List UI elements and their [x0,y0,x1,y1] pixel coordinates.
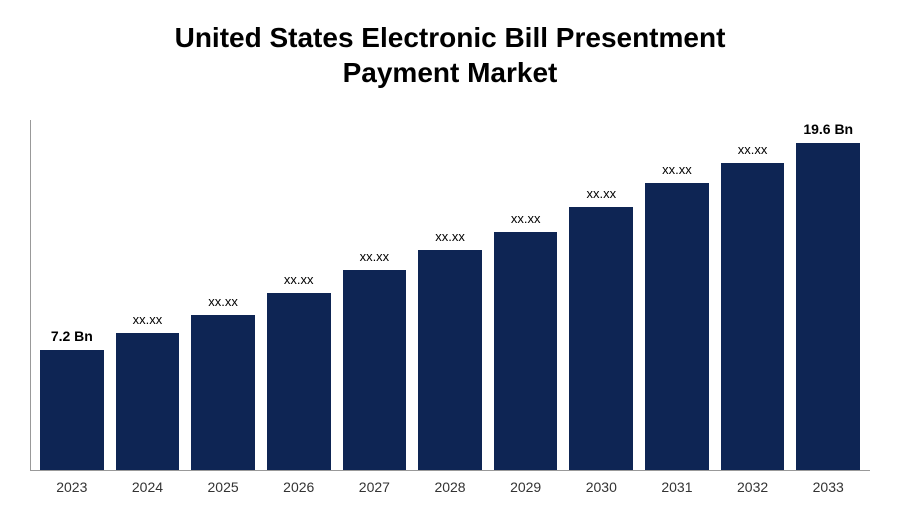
bar [418,250,482,470]
x-axis-label: 2031 [645,479,709,495]
bar-column: xx.xx [267,120,331,470]
bar-data-label: 7.2 Bn [51,328,93,344]
bar [796,143,860,470]
x-axis-label: 2026 [267,479,331,495]
x-axis-label: 2027 [343,479,407,495]
bar [191,315,255,470]
bar-data-label: xx.xx [435,229,465,244]
x-axis-label: 2025 [191,479,255,495]
bar-data-label: xx.xx [208,294,238,309]
x-axis-label: 2029 [494,479,558,495]
bar-column: xx.xx [116,120,180,470]
title-line-2: Payment Market [343,57,558,88]
bar-data-label: xx.xx [662,162,692,177]
bar-data-label: xx.xx [738,142,768,157]
bar-column: xx.xx [418,120,482,470]
y-axis [30,120,31,470]
bar [343,270,407,470]
bar-data-label: xx.xx [511,211,541,226]
bar-column: 7.2 Bn [40,120,104,470]
bar-column: xx.xx [721,120,785,470]
bar-column: xx.xx [569,120,633,470]
x-axis-label: 2028 [418,479,482,495]
bar [267,293,331,470]
plot-area: 7.2 Bn xx.xx xx.xx xx.xx xx.xx xx.xx xx.xx xx.x… [30,120,870,495]
bar-data-label: xx.xx [284,272,314,287]
bar-column: 19.6 Bn [796,120,860,470]
x-axis-label: 2032 [721,479,785,495]
bar [721,163,785,470]
chart-container: United States Electronic Bill Presentmen… [0,0,900,525]
x-axis-label: 2033 [796,479,860,495]
bars-wrapper: 7.2 Bn xx.xx xx.xx xx.xx xx.xx xx.xx xx.xx xx.x… [30,120,870,471]
bar [116,333,180,470]
bar-column: xx.xx [645,120,709,470]
bar [494,232,558,470]
bar-data-label: xx.xx [586,186,616,201]
x-axis-label: 2023 [40,479,104,495]
bar-column: xx.xx [191,120,255,470]
x-axis-labels: 2023 2024 2025 2026 2027 2028 2029 2030 2031 2032… [30,471,870,495]
title-line-1: United States Electronic Bill Presentmen… [175,22,726,53]
chart-title: United States Electronic Bill Presentmen… [30,20,870,90]
x-axis-label: 2024 [116,479,180,495]
bar [569,207,633,470]
bar [645,183,709,470]
bar [40,350,104,470]
bar-data-label: xx.xx [133,312,163,327]
bar-data-label: 19.6 Bn [803,121,853,137]
x-axis-label: 2030 [569,479,633,495]
bar-data-label: xx.xx [360,249,390,264]
bar-column: xx.xx [494,120,558,470]
bar-column: xx.xx [343,120,407,470]
